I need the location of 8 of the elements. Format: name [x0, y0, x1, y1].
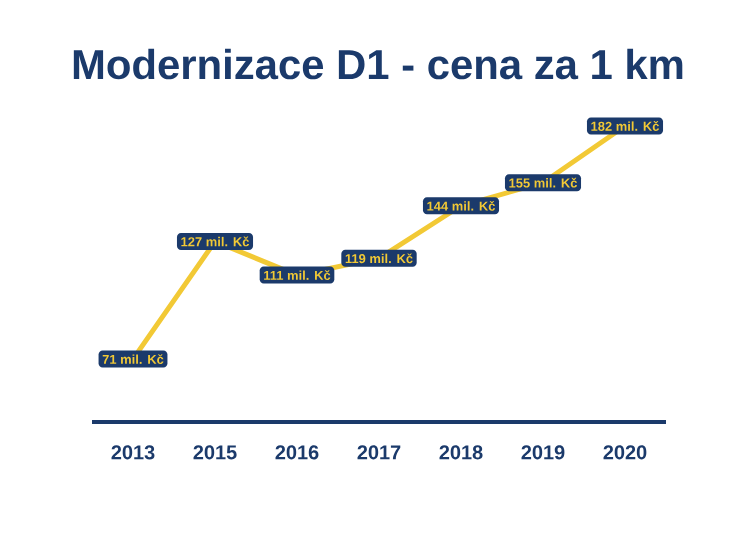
x-tick-label: 2018: [439, 445, 483, 460]
chart-title: Modernizace D1 - cena za 1 km: [73, 48, 683, 80]
x-tick-label: 2017: [357, 445, 401, 460]
x-tick-label: 2020: [603, 445, 647, 460]
x-tick-label: 2013: [111, 445, 155, 460]
x-tick-label: 2019: [521, 445, 565, 460]
x-tick-label: 2015: [193, 445, 237, 460]
x-tick-label: 2016: [275, 445, 319, 460]
